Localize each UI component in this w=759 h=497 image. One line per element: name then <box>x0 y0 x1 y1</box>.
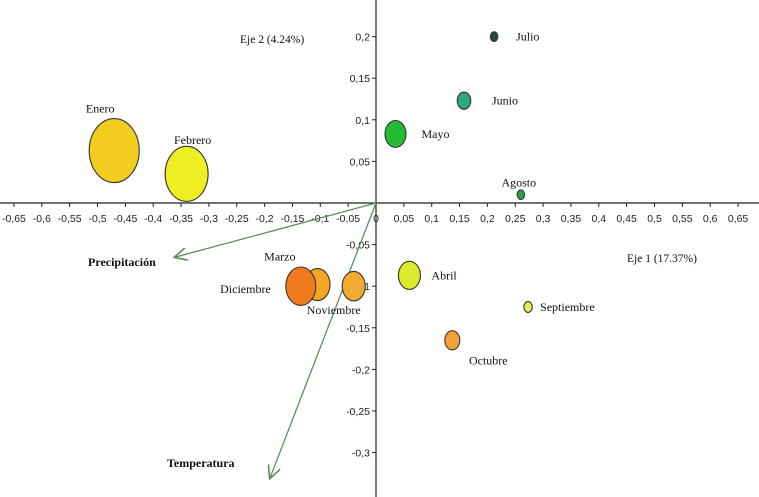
point-septiembre <box>523 301 533 313</box>
x-tick-label: -0,35 <box>169 213 193 225</box>
point-label-mayo: Mayo <box>421 127 449 141</box>
y-tick-label: 0,15 <box>350 73 371 85</box>
point-label-octubre: Octubre <box>469 353 508 367</box>
point-octubre <box>444 330 461 351</box>
x-tick-label: 0,3 <box>536 213 551 225</box>
x-tick-label: -0,2 <box>256 213 274 225</box>
x-tick-label: -0,65 <box>2 213 26 225</box>
axis1-label: Eje 1 (17.37%) <box>627 253 697 265</box>
point-julio <box>489 31 499 42</box>
x-tick-label: -0,5 <box>88 213 106 225</box>
vector-arrow-temperatura <box>270 202 377 478</box>
x-tick-label: -0,55 <box>58 213 82 225</box>
x-tick-label: -0,3 <box>200 213 218 225</box>
point-febrero <box>164 145 209 202</box>
x-tick-label: 0,15 <box>449 213 470 225</box>
x-tick-label: 0,2 <box>480 213 495 225</box>
vector-arrow-precipitación <box>175 202 377 257</box>
point-enero <box>88 118 140 184</box>
point-label-septiembre: Septiembre <box>540 300 595 314</box>
x-tick-label: -0,6 <box>33 213 51 225</box>
y-tick-label: 0,2 <box>355 32 370 44</box>
axis2-label: Eje 2 (4.24%) <box>240 34 304 46</box>
point-label-noviembre: Noviembre <box>307 303 361 317</box>
point-label-febrero: Febrero <box>174 133 211 147</box>
y-tick-label: 0,1 <box>355 115 370 127</box>
x-tick-label: 0,05 <box>394 213 415 225</box>
x-tick-label: 0 <box>373 213 379 225</box>
y-tick-label: -0,3 <box>352 448 370 460</box>
x-tick-label: 0,35 <box>561 213 582 225</box>
point-noviembre <box>341 270 366 302</box>
x-tick-label: 0,45 <box>616 213 637 225</box>
x-tick-label: -0,05 <box>336 213 360 225</box>
point-label-marzo: Marzo <box>264 250 295 264</box>
x-tick-label: 0,65 <box>728 213 749 225</box>
point-label-abril: Abril <box>431 268 457 282</box>
point-junio <box>456 91 472 110</box>
point-label-diciembre: Diciembre <box>220 282 271 296</box>
x-tick-label: 0,1 <box>424 213 439 225</box>
x-tick-label: 0,6 <box>703 213 718 225</box>
point-label-agosto: Agosto <box>501 176 536 190</box>
vector-label-temperature: Temperatura <box>167 456 235 470</box>
x-tick-label: 0,55 <box>672 213 693 225</box>
point-label-julio: Julio <box>516 30 539 44</box>
points <box>88 31 533 351</box>
point-diciembre <box>285 266 317 306</box>
point-abril <box>397 260 421 291</box>
vectors <box>175 202 377 478</box>
point-label-enero: Enero <box>86 102 115 116</box>
y-tick-label: 0,05 <box>350 156 371 168</box>
x-tick-label: 0,5 <box>647 213 662 225</box>
point-labels: Enero Febrero Marzo Abril Mayo Junio Julio Agos… <box>86 30 595 368</box>
x-tick-label: -0,1 <box>311 213 329 225</box>
x-tick-label: -0,25 <box>225 213 249 225</box>
x-tick-label: -0,15 <box>280 213 304 225</box>
x-tick-label: -0,45 <box>113 213 137 225</box>
x-tick-label: 0,25 <box>505 213 526 225</box>
y-tick-label: -0,15 <box>346 323 370 335</box>
point-agosto <box>516 189 526 201</box>
x-tick-label: -0,4 <box>144 213 162 225</box>
vector-label-precipitation: Precipitación <box>88 255 156 269</box>
point-mayo <box>384 119 407 148</box>
y-tick-label: -0,05 <box>346 240 370 252</box>
y-tick-label: -0,2 <box>352 364 370 376</box>
x-tick-label: 0,4 <box>591 213 606 225</box>
point-label-junio: Junio <box>492 94 518 108</box>
y-tick-label: -0,25 <box>346 406 370 418</box>
